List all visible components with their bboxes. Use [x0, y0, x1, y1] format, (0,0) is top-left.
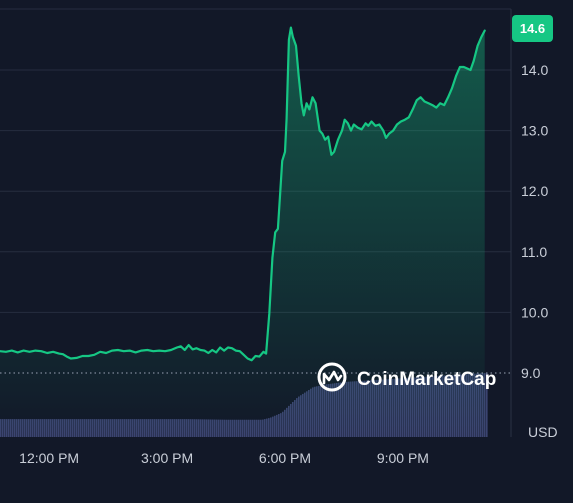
x-axis: 12:00 PM 3:00 PM 6:00 PM 9:00 PM	[19, 450, 429, 466]
coinmarketcap-logo-icon	[317, 362, 347, 392]
volume-bar	[486, 373, 488, 437]
unit-label: USD	[528, 424, 558, 440]
y-tick-label: 9.0	[521, 365, 541, 381]
badge-background	[512, 15, 553, 42]
y-tick-label: 11.0	[521, 244, 547, 260]
y-tick-label: 13.0	[521, 123, 548, 139]
current-price-badge: 14.6	[512, 15, 553, 42]
y-tick-label: 12.0	[521, 183, 548, 199]
x-tick-label: 6:00 PM	[259, 450, 311, 466]
price-line	[0, 26, 486, 362]
x-tick-label: 3:00 PM	[141, 450, 193, 466]
y-tick-label: 14.0	[521, 62, 548, 78]
volume-bar	[484, 373, 486, 437]
y-tick-label: 10.0	[521, 304, 548, 320]
price-area-fill	[0, 27, 485, 437]
price-line-path	[0, 26, 486, 362]
current-price-value: 14.6	[520, 21, 545, 36]
x-tick-label: 9:00 PM	[377, 450, 429, 466]
watermark-text: CoinMarketCap	[357, 369, 496, 390]
coinmarketcap-watermark: CoinMarketCap	[317, 362, 496, 392]
grid-lines	[0, 8, 512, 437]
y-axis: 14.0 13.0 12.0 11.0 10.0 9.0	[521, 62, 548, 381]
price-area	[0, 27, 485, 437]
x-tick-label: 12:00 PM	[19, 450, 79, 466]
